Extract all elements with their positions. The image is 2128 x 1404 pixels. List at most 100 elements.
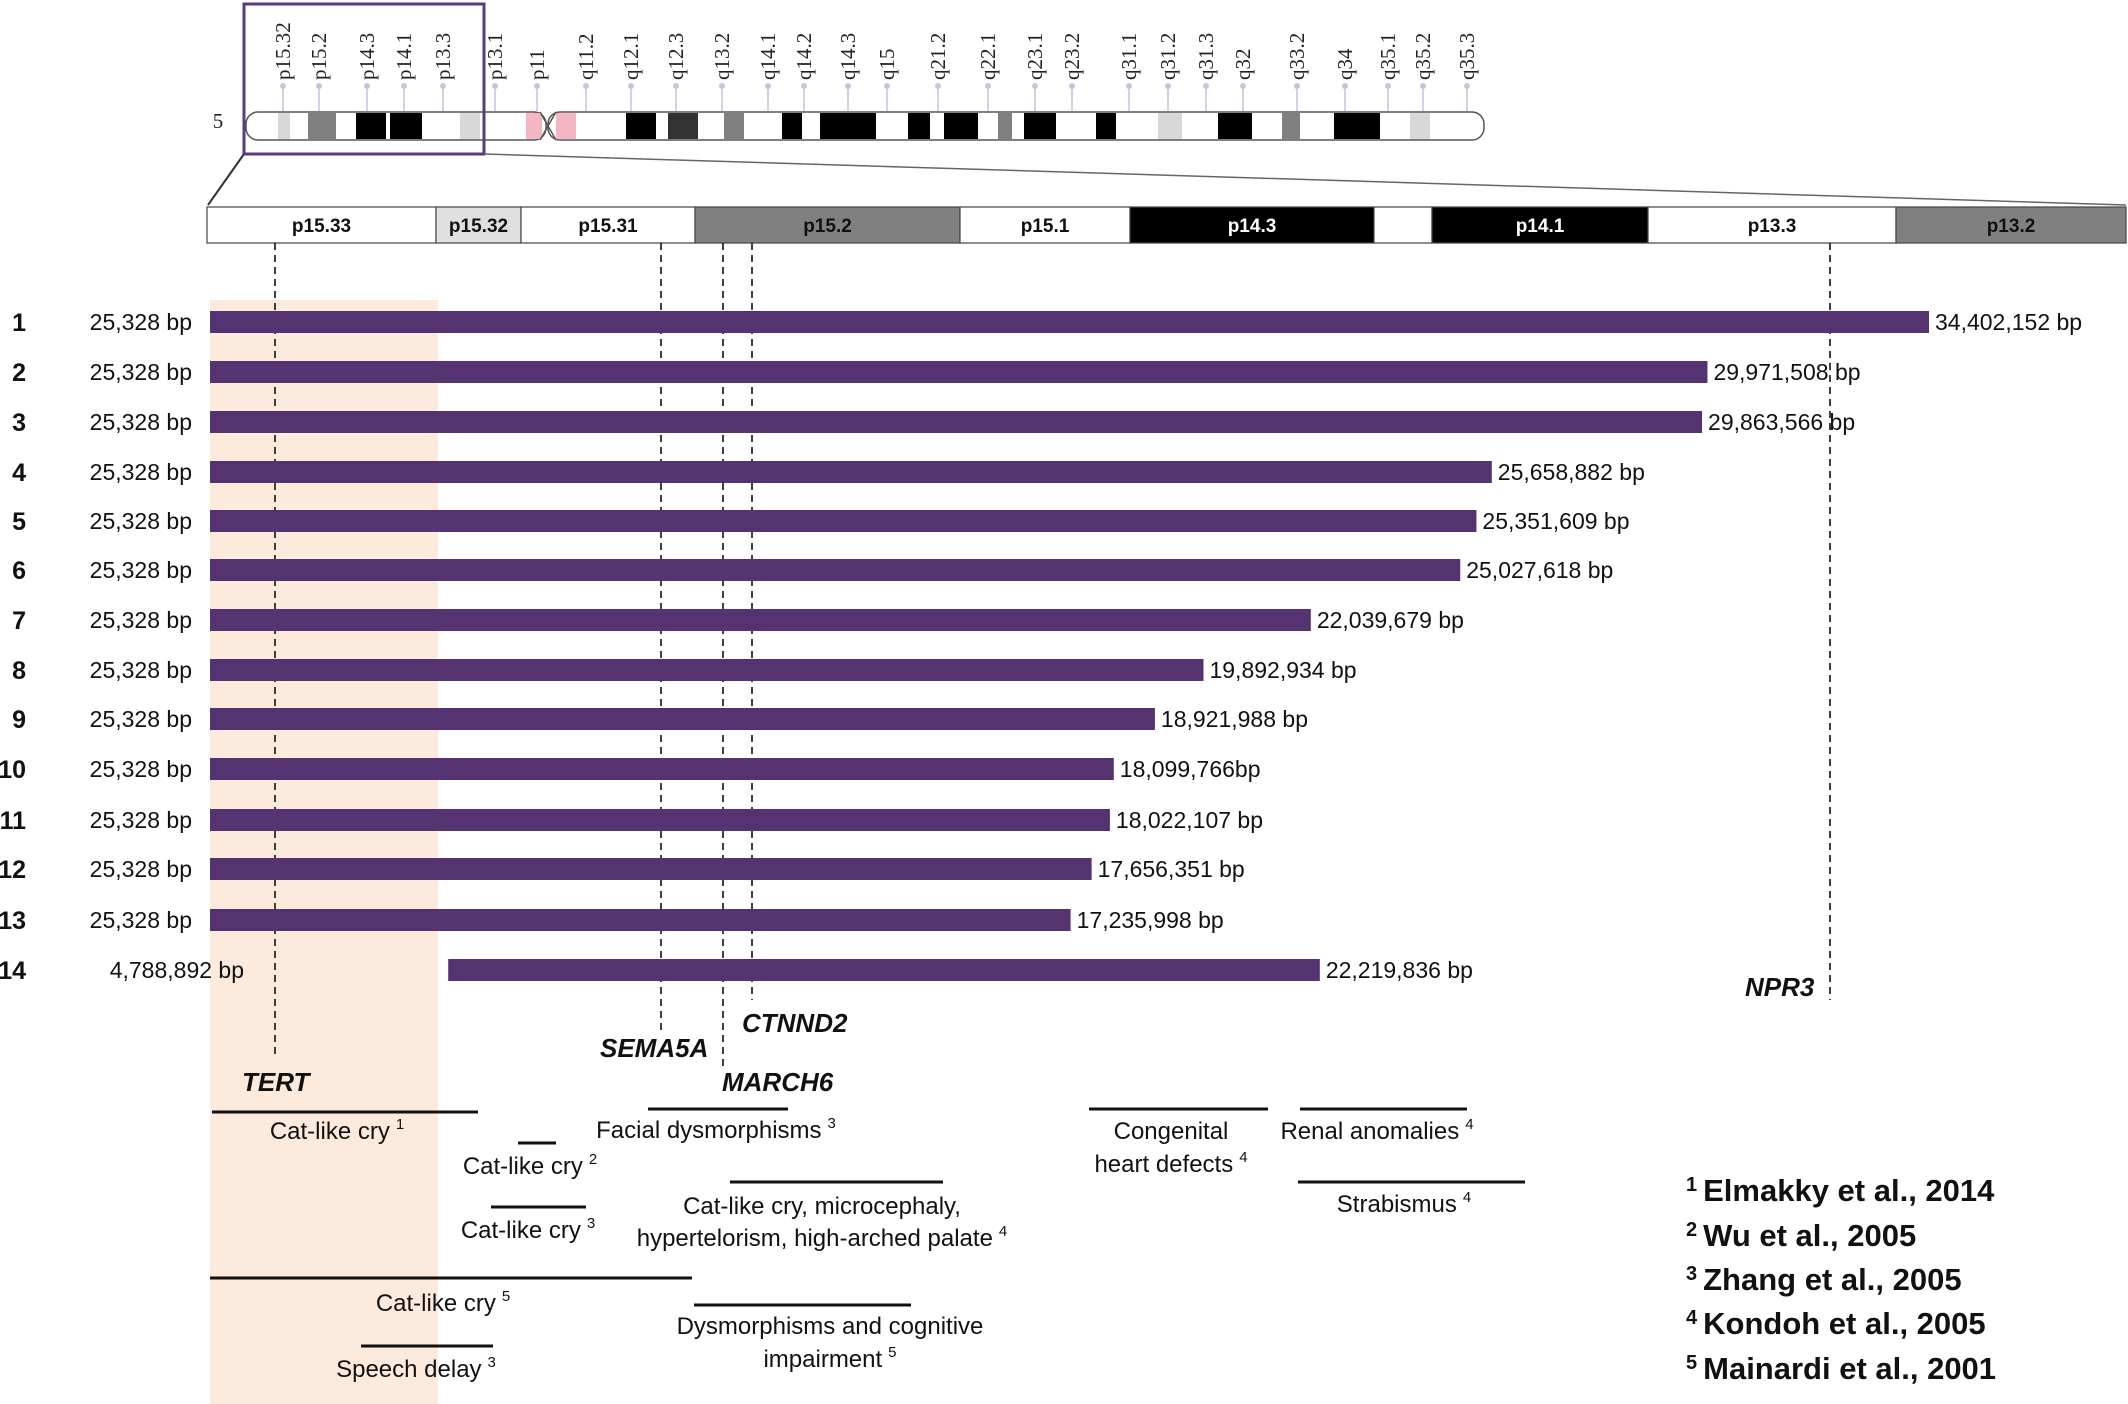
zoom-band	[1431, 206, 1649, 244]
ideogram-band-label: p11	[525, 49, 549, 80]
ideogram-band	[556, 113, 576, 139]
ideogram-band	[390, 113, 422, 139]
deletion-bar	[210, 461, 1492, 483]
band-tick-dot	[280, 83, 286, 89]
ideogram-band	[1024, 113, 1056, 139]
ideogram-band	[1096, 113, 1116, 139]
ideogram-band-label: q14.3	[836, 33, 860, 80]
deletion-start-label: 25,328 bp	[90, 409, 192, 435]
zoom-line-left	[207, 153, 245, 206]
deletion-end-label: 17,656,351 bp	[1098, 856, 1245, 882]
ideogram-band	[944, 113, 978, 139]
row-number: 7	[12, 607, 26, 635]
band-tick-dot	[1203, 83, 1209, 89]
ideogram-band-label: p15.32	[271, 22, 295, 80]
band-tick-dot	[1069, 83, 1075, 89]
deletion-end-label: 22,039,679 bp	[1317, 607, 1464, 633]
reference-entry: 1 Elmakky et al., 2014	[1686, 1173, 1995, 1208]
ideogram-band	[668, 113, 698, 139]
gene-label-tert: TERT	[242, 1067, 312, 1097]
ideogram-band-label: q31.2	[1156, 33, 1180, 80]
chromosome-number: 5	[213, 109, 224, 133]
deletion-rows: 1 25,328 bp 34,402,152 bp 2 25,328 bp 29,971,…	[0, 309, 2082, 985]
ideogram-band-label: q35.3	[1455, 33, 1479, 80]
ideogram-band-label: q34	[1333, 48, 1357, 80]
ideogram-band	[998, 113, 1012, 139]
zoom-band-label: p14.3	[1228, 216, 1277, 237]
band-tick-dot	[364, 83, 370, 89]
band-tick-dot	[1342, 83, 1348, 89]
gene-label-sema5a: SEMA5A	[600, 1033, 708, 1063]
zoom-band	[959, 206, 1131, 244]
ideogram-band	[626, 113, 656, 139]
band-tick-dot	[534, 83, 540, 89]
ideogram-band	[724, 113, 744, 139]
phenotype-label: Cat-like cry 5	[376, 1288, 510, 1317]
ideogram-band-label: q35.1	[1376, 33, 1400, 80]
ideogram-band	[908, 113, 930, 139]
band-tick-dot	[1294, 83, 1300, 89]
deletion-bar	[210, 858, 1092, 880]
band-tick-dot	[492, 83, 498, 89]
deletion-start-label: 25,328 bp	[90, 706, 192, 732]
phenotype-label: Renal anomalies 4	[1280, 1116, 1473, 1145]
deletion-start-label: 25,328 bp	[90, 907, 192, 933]
zoom-band	[694, 206, 961, 244]
deletion-start-label: 4,788,892 bp	[110, 957, 244, 983]
band-tick-dot	[845, 83, 851, 89]
deletion-bar	[210, 411, 1703, 433]
deletion-end-label: 18,022,107 bp	[1116, 807, 1263, 833]
deletion-bar	[210, 609, 1311, 631]
ideogram-band-label: q14.2	[792, 33, 816, 80]
zoom-line-right	[483, 153, 2127, 206]
deletion-start-label: 25,328 bp	[90, 359, 192, 385]
phenotype-label: Strabismus 4	[1337, 1189, 1471, 1218]
deletion-end-label: 25,351,609 bp	[1482, 508, 1629, 534]
band-tick-dot	[1385, 83, 1391, 89]
ideogram-band	[1334, 113, 1380, 139]
deletion-end-label: 18,921,988 bp	[1161, 706, 1308, 732]
zoom-box	[242, 2, 486, 156]
zoom-band	[1373, 206, 1433, 244]
zoom-band	[1129, 206, 1375, 244]
phenotype-label: Cat-like cry 1	[270, 1116, 404, 1145]
phenotype-label-line2: heart defects 4	[1094, 1149, 1247, 1178]
band-tick-dot	[628, 83, 634, 89]
reference-list: 1 Elmakky et al., 2014 2 Wu et al., 2005 3 Zh…	[1686, 1173, 1996, 1386]
row-number: 8	[12, 657, 26, 685]
gene-label-march6: MARCH6	[722, 1067, 834, 1097]
zoom-band-label: p15.33	[292, 216, 351, 237]
ideogram-band-label: q12.1	[619, 33, 643, 80]
deletion-bar	[210, 361, 1708, 383]
deletion-start-label: 25,328 bp	[90, 756, 192, 782]
ideogram-band-label: q13.2	[710, 33, 734, 80]
band-tick-dot	[1240, 83, 1246, 89]
deletion-end-label: 29,863,566 bp	[1708, 409, 1855, 435]
band-tick-dot	[1126, 83, 1132, 89]
ideogram-band	[460, 113, 480, 139]
ideogram-band-label: q14.1	[756, 33, 780, 80]
zoom-band-label: p15.1	[1021, 216, 1070, 237]
ideogram-band	[278, 113, 290, 139]
reference-entry: 4 Kondoh et al., 2005	[1686, 1306, 1986, 1341]
ideogram-band-label: p15.2	[307, 33, 331, 80]
band-tick-dot	[316, 83, 322, 89]
ideogram-band	[1410, 113, 1430, 139]
row-number: 3	[12, 409, 26, 437]
ideogram-band	[782, 113, 802, 139]
ideogram-band-label: q23.1	[1023, 33, 1047, 80]
deletion-end-label: 17,235,998 bp	[1077, 907, 1224, 933]
gene-label-npr3: NPR3	[1745, 972, 1815, 1002]
deletion-start-label: 25,328 bp	[90, 856, 192, 882]
deletion-start-label: 25,328 bp	[90, 557, 192, 583]
centromere	[539, 111, 557, 141]
band-tick-dot	[985, 83, 991, 89]
deletion-start-label: 25,328 bp	[90, 607, 192, 633]
deletion-start-label: 25,328 bp	[90, 459, 192, 485]
zoom-band-label: p15.2	[803, 216, 852, 237]
deletion-end-label: 25,658,882 bp	[1498, 459, 1645, 485]
ideogram-band-label: q11.2	[574, 34, 598, 80]
row-number: 5	[12, 508, 26, 536]
deletion-bar	[210, 311, 1929, 333]
deletion-end-label: 29,971,508 bp	[1713, 359, 1860, 385]
